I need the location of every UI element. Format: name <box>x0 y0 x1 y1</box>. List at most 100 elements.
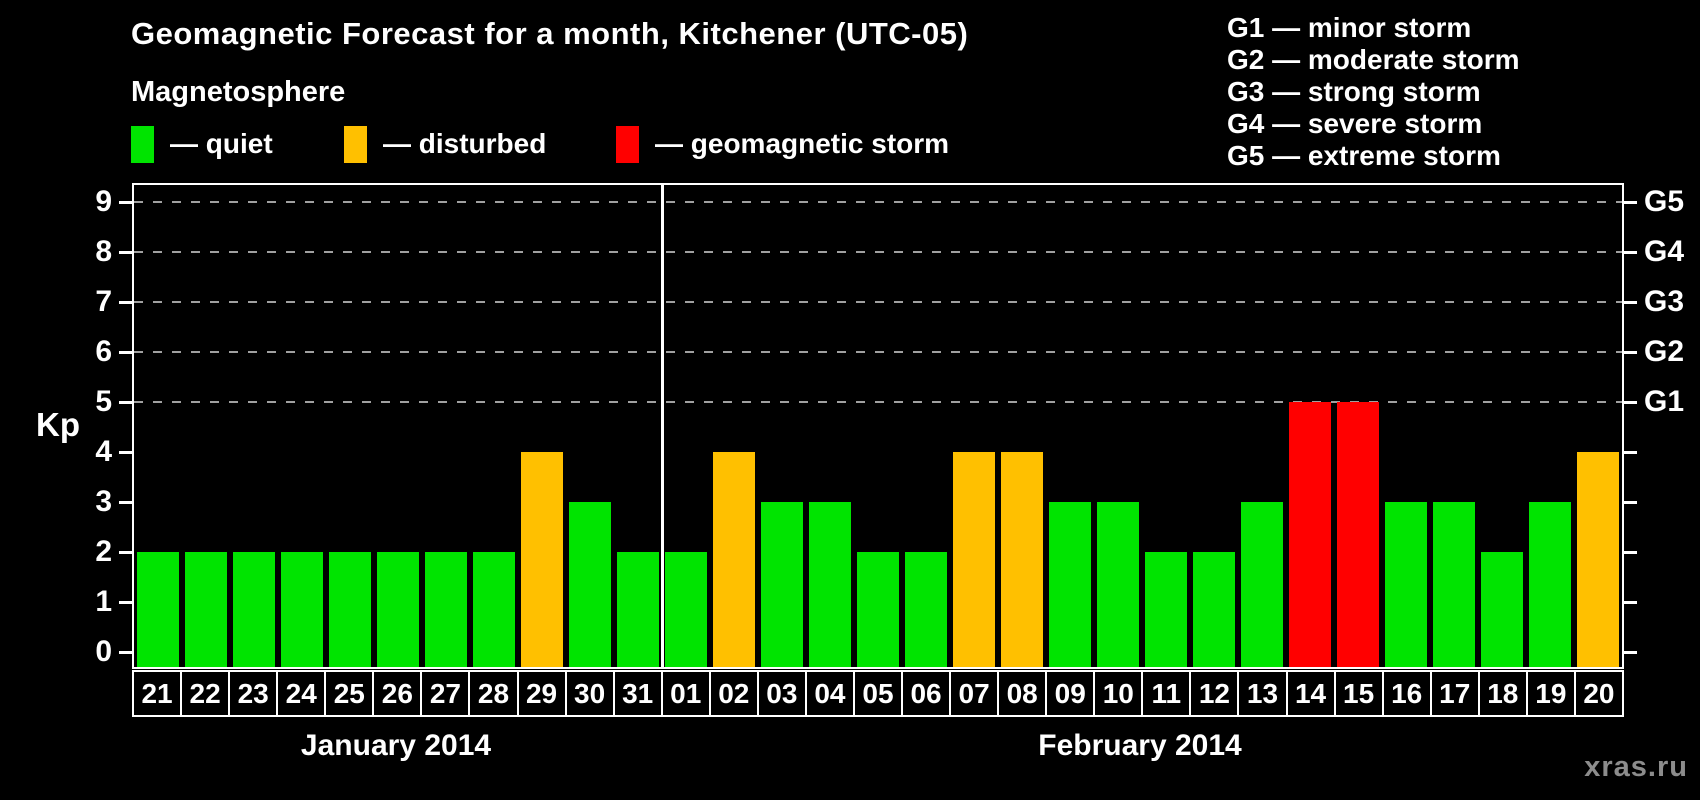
day-label-31: 31 <box>612 670 663 717</box>
day-label-02: 02 <box>708 670 759 717</box>
plot-area <box>132 183 1624 669</box>
day-label-19: 19 <box>1525 670 1576 717</box>
gridline-kp-7 <box>134 301 1622 303</box>
y-tick-label-1: 1 <box>95 585 112 618</box>
left-tick-kp-6 <box>119 351 132 354</box>
kp-bar-day-20 <box>1577 452 1619 667</box>
kp-bar-day-05 <box>857 552 899 667</box>
day-label-09: 09 <box>1045 670 1096 717</box>
left-tick-kp-7 <box>119 301 132 304</box>
y-tick-label-9: 9 <box>95 185 112 218</box>
y-tick-label-4: 4 <box>95 435 112 468</box>
right-axis-label-g2: G2 <box>1644 335 1685 368</box>
right-tick-kp-6 <box>1624 351 1637 354</box>
right-tick-kp-5 <box>1624 401 1637 404</box>
day-label-21: 21 <box>132 670 183 717</box>
legend-item-quiet: — quiet <box>131 124 273 164</box>
kp-bar-day-10 <box>1097 502 1139 667</box>
day-label-29: 29 <box>516 670 567 717</box>
day-label-06: 06 <box>901 670 952 717</box>
y-tick-label-8: 8 <box>95 235 112 268</box>
day-label-20: 20 <box>1573 670 1624 717</box>
kp-bar-day-03 <box>761 502 803 667</box>
day-label-28: 28 <box>468 670 519 717</box>
left-tick-kp-4 <box>119 451 132 454</box>
month-separator-line <box>660 185 664 667</box>
storm-color-swatch <box>616 125 639 163</box>
day-label-16: 16 <box>1381 670 1432 717</box>
kp-bar-day-21 <box>137 552 179 667</box>
y-tick-label-7: 7 <box>95 285 112 318</box>
kp-bar-day-02 <box>713 452 755 667</box>
kp-bar-day-19 <box>1529 502 1571 667</box>
y-tick-label-6: 6 <box>95 335 112 368</box>
kp-bar-day-17 <box>1433 502 1475 667</box>
legend-label-storm: — geomagnetic storm <box>655 128 950 159</box>
day-label-14: 14 <box>1285 670 1336 717</box>
day-label-17: 17 <box>1429 670 1480 717</box>
right-tick-kp-8 <box>1624 251 1637 254</box>
kp-bar-day-08 <box>1001 452 1043 667</box>
right-tick-kp-7 <box>1624 301 1637 304</box>
month-label-february: February 2014 <box>1038 729 1242 762</box>
disturbed-color-swatch <box>344 125 367 163</box>
day-label-25: 25 <box>324 670 375 717</box>
chart-subtitle: Magnetosphere <box>131 76 346 108</box>
kp-bar-day-24 <box>281 552 323 667</box>
kp-bar-day-18 <box>1481 552 1523 667</box>
left-tick-kp-2 <box>119 551 132 554</box>
chart-title: Geomagnetic Forecast for a month, Kitche… <box>131 16 969 51</box>
legend-label-quiet: — quiet <box>170 128 273 159</box>
right-axis-label-g4: G4 <box>1644 235 1685 268</box>
storm-scale-line-g1: G1 — minor storm <box>1227 12 1472 43</box>
day-label-22: 22 <box>180 670 231 717</box>
right-tick-kp-9 <box>1624 201 1637 204</box>
day-label-12: 12 <box>1189 670 1240 717</box>
day-label-18: 18 <box>1477 670 1528 717</box>
quiet-color-swatch <box>131 125 154 163</box>
right-tick-kp-0 <box>1624 651 1637 654</box>
kp-bar-day-16 <box>1385 502 1427 667</box>
gridline-kp-8 <box>134 251 1622 253</box>
right-tick-kp-2 <box>1624 551 1637 554</box>
left-tick-kp-1 <box>119 601 132 604</box>
legend-item-storm: — geomagnetic storm <box>616 124 949 164</box>
right-tick-kp-3 <box>1624 501 1637 504</box>
day-label-24: 24 <box>276 670 327 717</box>
day-label-27: 27 <box>420 670 471 717</box>
y-axis-label-kp: Kp <box>36 406 80 443</box>
gridline-kp-5 <box>134 401 1622 403</box>
plot-inner <box>134 185 1622 667</box>
day-label-13: 13 <box>1237 670 1288 717</box>
day-label-04: 04 <box>804 670 855 717</box>
storm-scale-line-g3: G3 — strong storm <box>1227 76 1481 107</box>
left-tick-kp-8 <box>119 251 132 254</box>
y-tick-label-5: 5 <box>95 385 112 418</box>
right-axis-label-g3: G3 <box>1644 285 1685 318</box>
kp-bar-day-09 <box>1049 502 1091 667</box>
day-label-07: 07 <box>949 670 1000 717</box>
left-tick-kp-5 <box>119 401 132 404</box>
y-tick-label-0: 0 <box>95 635 112 668</box>
watermark: xras.ru <box>1584 751 1688 783</box>
day-label-08: 08 <box>997 670 1048 717</box>
kp-bar-day-13 <box>1241 502 1283 667</box>
day-label-26: 26 <box>372 670 423 717</box>
kp-bar-day-28 <box>473 552 515 667</box>
day-label-01: 01 <box>660 670 711 717</box>
kp-bar-day-30 <box>569 502 611 667</box>
kp-bar-day-27 <box>425 552 467 667</box>
kp-bar-day-01 <box>665 552 707 667</box>
month-label-january: January 2014 <box>300 729 492 762</box>
left-tick-kp-9 <box>119 201 132 204</box>
right-tick-kp-1 <box>1624 601 1637 604</box>
left-tick-kp-3 <box>119 501 132 504</box>
y-tick-label-3: 3 <box>95 485 112 518</box>
day-label-05: 05 <box>852 670 903 717</box>
day-label-23: 23 <box>228 670 279 717</box>
legend-item-disturbed: — disturbed <box>344 124 546 164</box>
kp-bar-day-11 <box>1145 552 1187 667</box>
left-tick-kp-0 <box>119 651 132 654</box>
kp-bar-day-26 <box>377 552 419 667</box>
